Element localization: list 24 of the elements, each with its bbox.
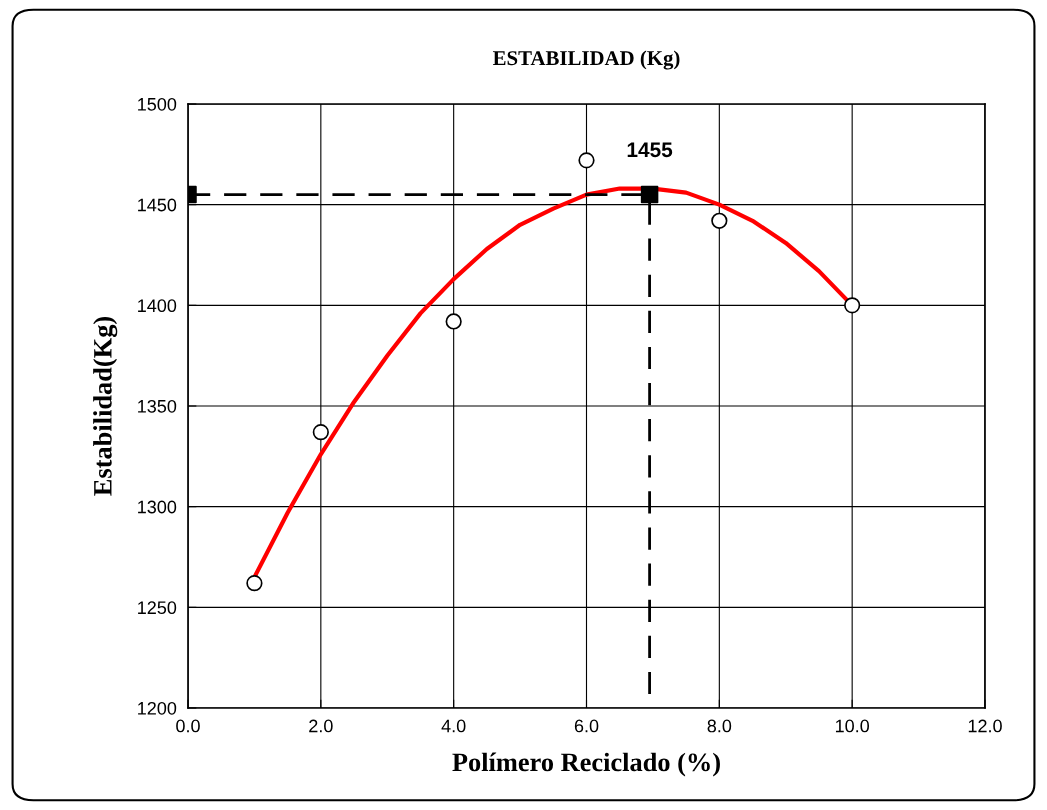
- annotation: 1455: [627, 142, 673, 158]
- x-axis-title: Polímero Reciclado (%): [452, 752, 720, 777]
- x-tick-label: 6.0: [574, 719, 599, 733]
- y-tick-label: 1500: [138, 97, 177, 111]
- x-tick-label: 10.0: [835, 719, 870, 733]
- x-tick-label: 0.0: [176, 719, 200, 733]
- x-tick-label: 8.0: [707, 719, 732, 733]
- point: [844, 297, 861, 314]
- x-tick-label: 12.0: [968, 719, 1002, 733]
- point: [578, 152, 595, 169]
- y-tick-label: 1300: [138, 500, 177, 514]
- y-tick-label: 1200: [138, 701, 177, 715]
- point: [246, 575, 263, 592]
- y-axis-title: Estabilidad(Kg): [93, 316, 118, 496]
- y-tick-label: 1350: [138, 399, 177, 413]
- y-tick-label: 1400: [138, 299, 177, 313]
- chart-title: ESTABILIDAD (Kg): [492, 50, 680, 70]
- y-tick-label: 1450: [138, 198, 177, 212]
- point: [445, 313, 462, 330]
- point: [312, 424, 329, 441]
- x-tick-label: 2.0: [309, 719, 333, 733]
- x-tick-label: 4.0: [441, 719, 466, 733]
- point: [711, 212, 728, 229]
- y-tick-label: 1250: [138, 601, 177, 615]
